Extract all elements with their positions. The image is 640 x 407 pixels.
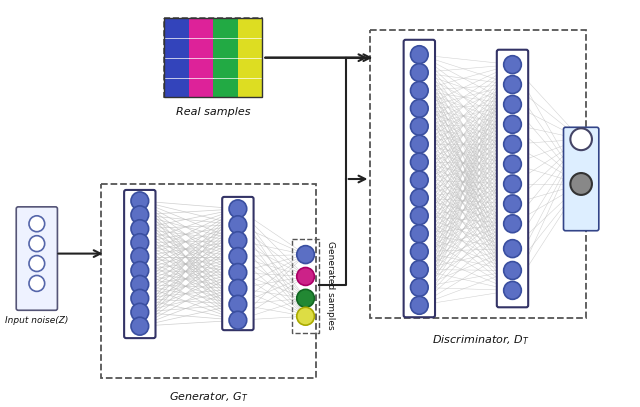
Circle shape (29, 276, 45, 291)
FancyBboxPatch shape (16, 207, 58, 310)
Circle shape (229, 311, 246, 329)
Bar (164, 18, 262, 97)
Circle shape (410, 171, 428, 189)
Circle shape (29, 236, 45, 252)
Circle shape (504, 175, 522, 193)
Circle shape (570, 128, 592, 150)
Bar (213, 18, 238, 97)
FancyBboxPatch shape (222, 197, 253, 330)
FancyBboxPatch shape (563, 127, 599, 231)
Circle shape (297, 307, 314, 325)
Circle shape (410, 46, 428, 63)
Circle shape (504, 56, 522, 74)
Bar (164, 18, 189, 97)
Circle shape (229, 280, 246, 298)
Circle shape (131, 206, 148, 224)
Circle shape (410, 278, 428, 296)
Circle shape (410, 243, 428, 260)
Circle shape (504, 262, 522, 280)
Circle shape (410, 260, 428, 278)
FancyBboxPatch shape (497, 50, 528, 307)
Circle shape (131, 220, 148, 238)
Circle shape (410, 135, 428, 153)
Circle shape (229, 200, 246, 218)
Circle shape (504, 215, 522, 233)
Circle shape (410, 81, 428, 99)
Circle shape (410, 207, 428, 225)
Bar (371, 30, 586, 318)
Circle shape (504, 115, 522, 133)
Circle shape (131, 317, 148, 335)
Circle shape (504, 240, 522, 258)
FancyBboxPatch shape (404, 40, 435, 317)
Circle shape (131, 276, 148, 293)
FancyBboxPatch shape (124, 190, 156, 338)
Circle shape (410, 117, 428, 135)
Circle shape (131, 234, 148, 252)
Circle shape (504, 76, 522, 94)
Circle shape (297, 289, 314, 307)
Bar (164, 18, 262, 97)
Circle shape (131, 289, 148, 307)
Text: Generator, G$_T$: Generator, G$_T$ (169, 390, 248, 404)
Circle shape (229, 295, 246, 313)
Bar (238, 18, 262, 97)
Circle shape (229, 216, 246, 234)
Text: Generated samples: Generated samples (326, 241, 335, 330)
Circle shape (504, 135, 522, 153)
Circle shape (229, 264, 246, 281)
Circle shape (410, 99, 428, 117)
Circle shape (504, 281, 522, 299)
Bar (292, 239, 319, 333)
Circle shape (131, 247, 148, 265)
Text: Real samples: Real samples (176, 107, 251, 117)
Circle shape (297, 267, 314, 285)
Circle shape (229, 232, 246, 249)
Circle shape (131, 262, 148, 280)
Bar (189, 18, 213, 97)
Text: Input noise(Z): Input noise(Z) (5, 316, 68, 325)
Circle shape (504, 195, 522, 213)
Bar (100, 184, 316, 378)
Circle shape (410, 225, 428, 243)
Circle shape (131, 192, 148, 210)
Circle shape (410, 153, 428, 171)
Circle shape (297, 246, 314, 264)
Circle shape (29, 216, 45, 232)
Circle shape (410, 189, 428, 207)
Circle shape (131, 303, 148, 321)
Circle shape (504, 155, 522, 173)
Circle shape (229, 247, 246, 265)
Circle shape (410, 296, 428, 314)
Text: Discriminator, D$_T$: Discriminator, D$_T$ (432, 333, 530, 347)
Circle shape (410, 63, 428, 81)
Circle shape (29, 256, 45, 271)
Circle shape (570, 173, 592, 195)
Circle shape (504, 96, 522, 114)
